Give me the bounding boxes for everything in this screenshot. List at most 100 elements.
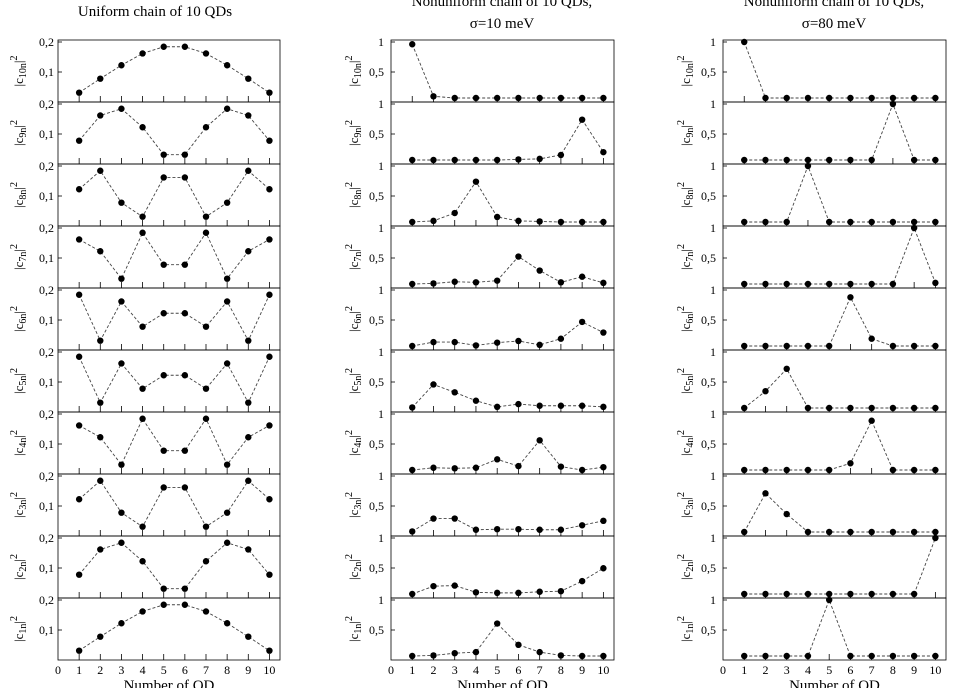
y-tick-label: 0,5 [701,437,716,451]
x-tick-label: 9 [579,663,585,677]
data-point [578,218,586,226]
data-point [139,50,146,57]
data-point [472,589,480,596]
y-tick-label: 1 [378,35,384,49]
x-tick-label: 2 [97,663,103,677]
data-point [75,353,83,360]
data-point [932,404,939,412]
data-point [825,280,833,288]
data-point [223,199,231,206]
data-point [557,652,565,659]
data-point [118,539,125,546]
data-point [557,279,565,286]
panel-c1n2: 0,5 1 |c1n|2 [344,593,615,661]
data-point [889,404,897,412]
data-point [75,571,83,578]
data-point [557,151,565,159]
data-point [578,402,586,409]
y-tick-label: 0,1 [39,65,54,79]
data-point [75,496,83,503]
data-point [515,589,522,597]
data-point [223,62,231,69]
data-point [600,652,607,660]
data-point [762,652,769,660]
data-point [910,590,918,598]
data-point [932,156,939,164]
data-point [847,94,854,102]
data-point [515,462,522,470]
y-axis-label: |c2n|2 [344,554,364,580]
series-line [412,118,604,161]
data-point [578,273,586,280]
data-point [409,41,416,48]
data-point [430,280,437,287]
panel-c5n2: 0,5 1 |c5n|2 [344,345,615,413]
data-point [600,464,607,471]
data-point [804,528,812,536]
data-point [139,558,146,565]
data-point [472,526,480,533]
series-line [412,180,604,223]
data-point [741,590,748,598]
x-tick-label: 8 [890,663,896,677]
panel-c10n2: 0,1 0,2 |c10n|2 [9,35,281,103]
series-line [744,598,936,657]
panel-frame [57,225,281,289]
data-point [536,94,543,102]
data-point [97,337,104,344]
data-point [245,167,252,174]
data-point [536,155,543,163]
data-point [493,589,501,597]
data-point [160,151,167,158]
y-tick-label: 0,1 [39,623,54,637]
data-point [223,461,231,468]
data-point [536,648,543,656]
series-line [412,622,604,657]
data-point [910,466,918,474]
data-point [804,466,812,474]
data-point [160,585,167,592]
data-point [409,404,416,411]
data-point [557,335,565,342]
y-tick-label: 0,5 [369,499,384,513]
panel-frame [57,411,281,475]
series-line [78,231,270,280]
data-point [160,372,167,379]
x-tick-label: 8 [558,663,564,677]
data-point [451,389,458,396]
data-point [825,590,833,598]
y-tick-label: 0,2 [39,345,54,359]
data-point [160,484,167,491]
y-tick-label: 0,5 [701,127,716,141]
y-tick-label: 0,5 [701,65,716,79]
y-tick-label: 0,1 [39,375,54,389]
data-point [181,585,189,592]
data-point [515,217,522,225]
x-tick-label: 9 [911,663,917,677]
data-point [451,94,458,102]
x-tick-label: 0 [720,663,726,677]
data-point [762,280,769,288]
data-point [741,528,748,536]
data-point [430,381,437,388]
data-point [847,460,854,467]
panel-frame [390,411,615,475]
data-point [245,112,252,119]
data-point [266,496,273,503]
panel-c6n2: 0,1 0,2 |c6n|2 [9,283,281,351]
data-point [804,590,812,598]
data-point [932,342,939,350]
data-point [932,528,939,536]
y-tick-label: 0,5 [701,623,716,637]
x-tick-label: 6 [515,663,521,677]
data-point [536,437,543,444]
data-point [910,224,918,232]
y-axis-label: |c6n|2 [676,306,696,332]
y-axis-label: |c4n|2 [676,430,696,456]
panel-frame [722,473,947,537]
data-point [245,546,252,553]
data-point [181,447,189,454]
y-axis-label: |c3n|2 [9,492,29,518]
data-point [266,137,273,144]
data-point [557,402,565,409]
